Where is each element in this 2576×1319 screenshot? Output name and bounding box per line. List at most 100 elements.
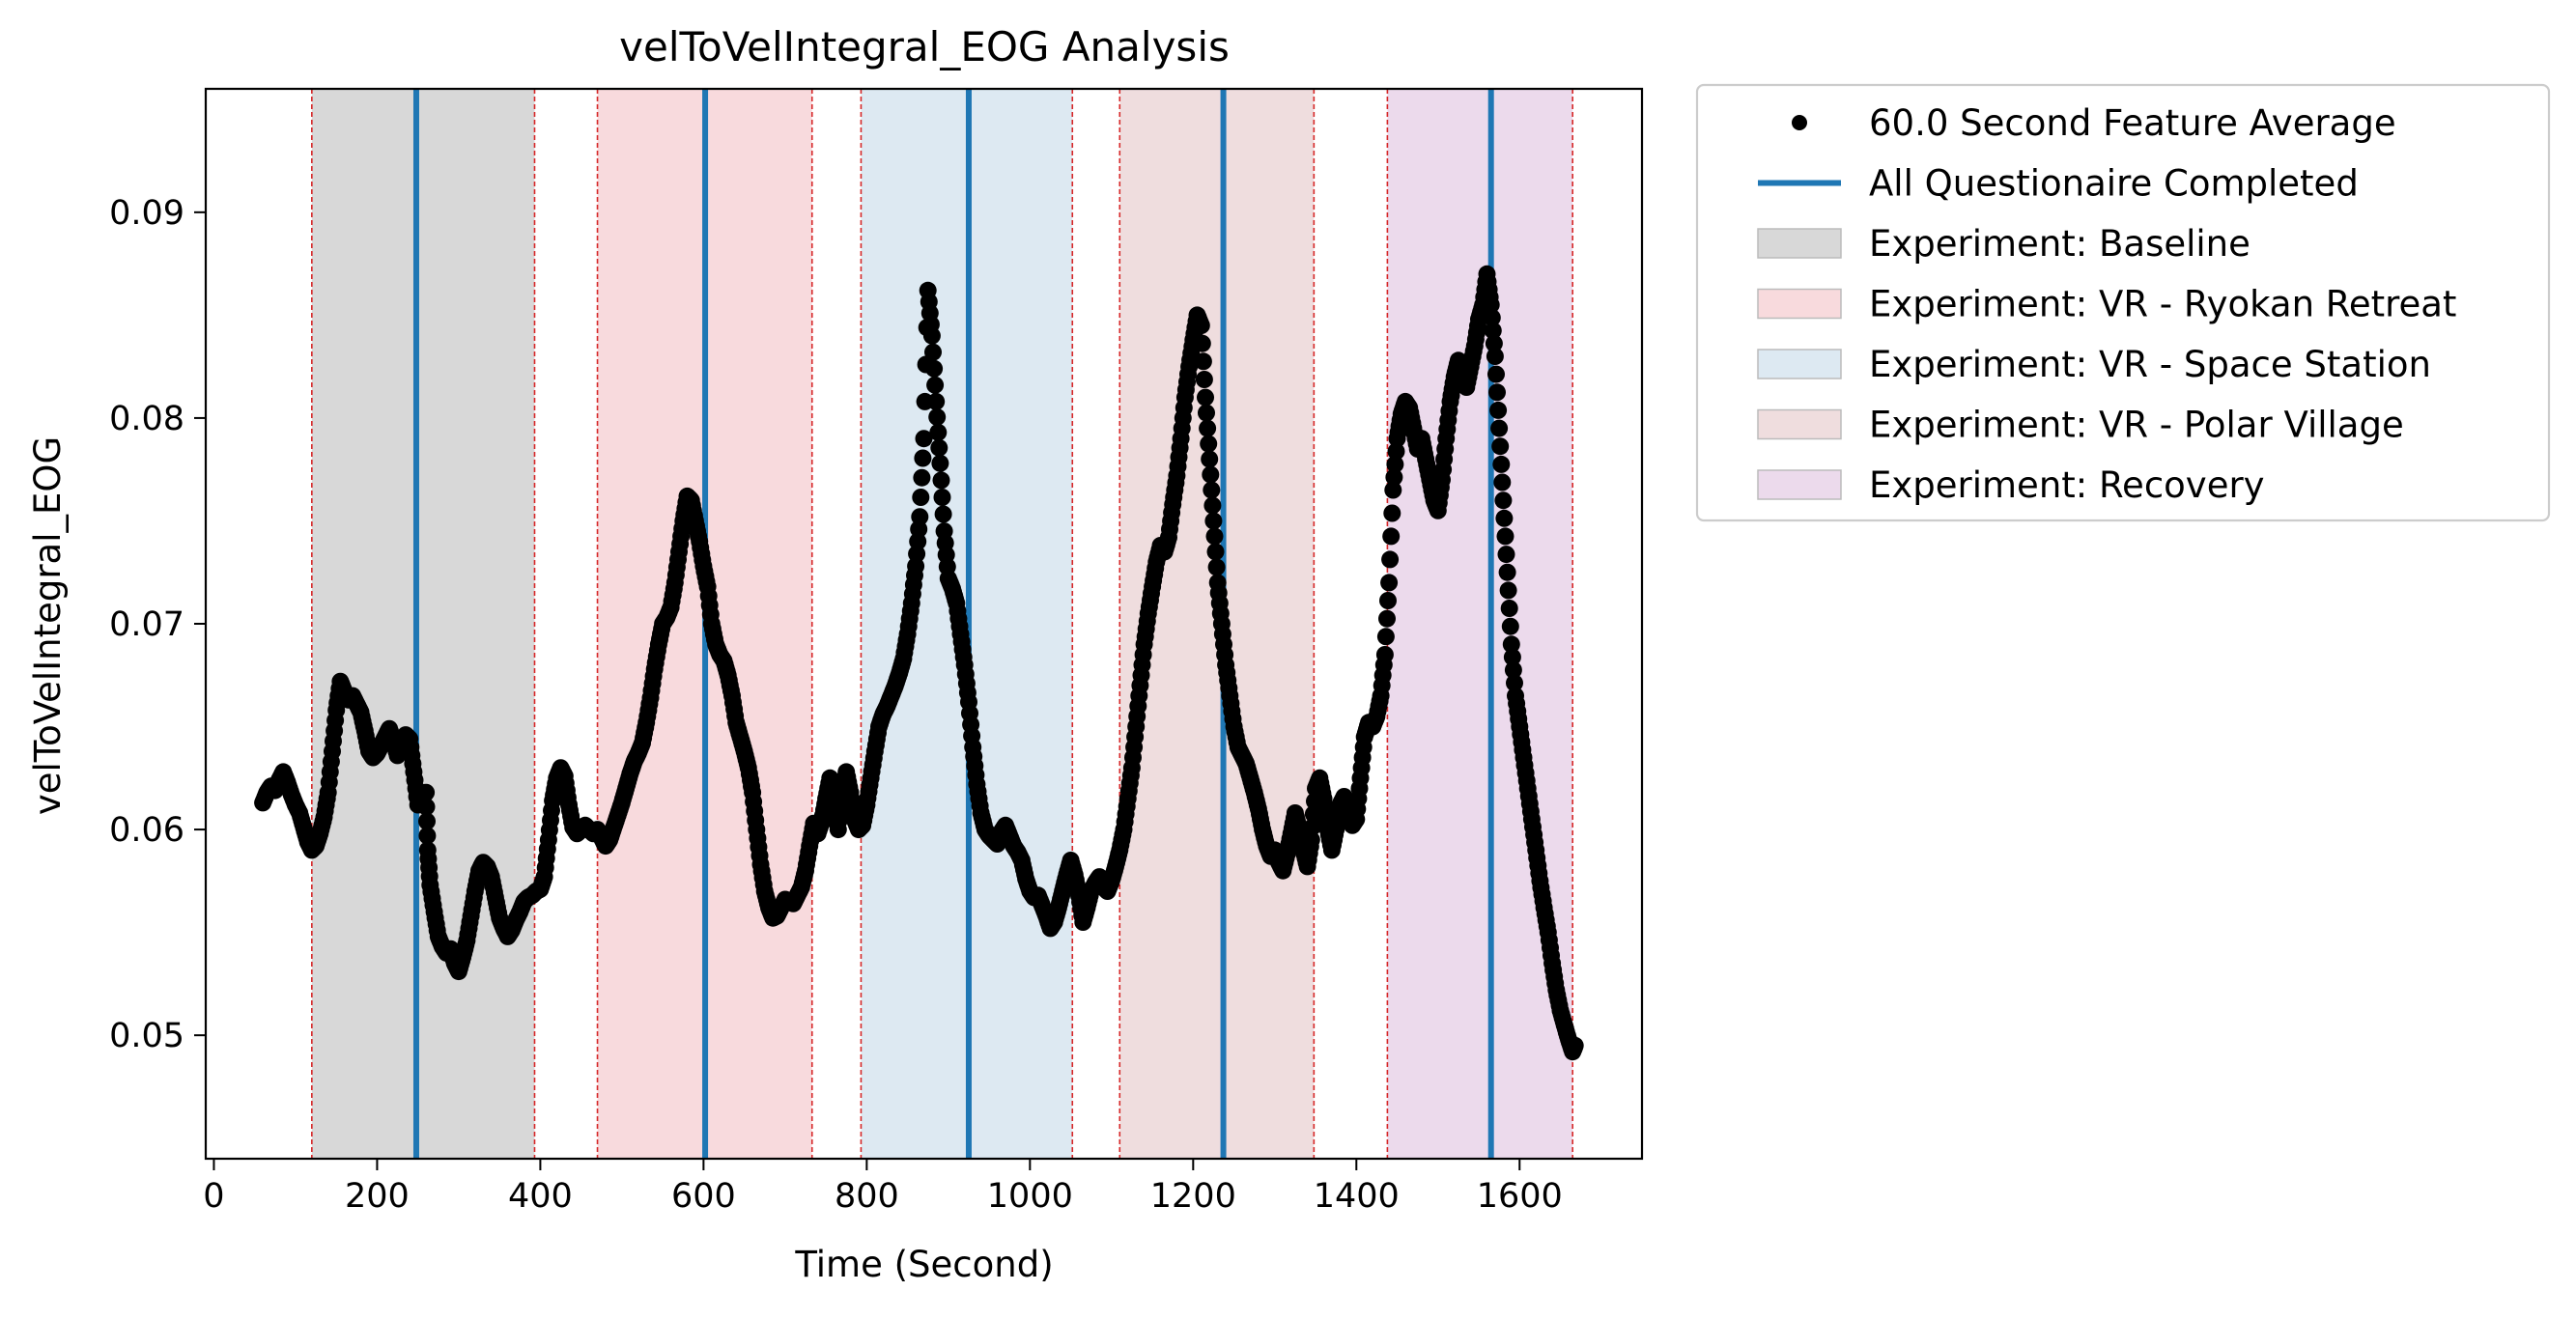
legend-label-6: Experiment: Recovery <box>1869 464 2265 506</box>
legend-label-4: Experiment: VR - Space Station <box>1869 344 2431 385</box>
legend-marker-point <box>1792 115 1807 130</box>
data-point <box>1497 546 1515 564</box>
data-point <box>418 812 436 830</box>
data-point <box>925 359 944 378</box>
data-point <box>1486 348 1504 365</box>
data-point <box>912 489 930 506</box>
legend-marker-patch <box>1757 349 1842 379</box>
data-point <box>1205 527 1224 546</box>
data-point <box>1489 401 1508 419</box>
data-point <box>928 407 947 426</box>
x-tick-label: 1200 <box>1150 1177 1236 1216</box>
chart-title: velToVelIntegral_EOG Analysis <box>619 23 1230 70</box>
data-point <box>1202 465 1220 484</box>
data-point <box>1493 473 1512 491</box>
data-point <box>1500 600 1518 617</box>
data-point <box>924 343 942 361</box>
data-point <box>1495 509 1514 527</box>
data-point <box>1200 435 1218 453</box>
data-point <box>931 454 949 472</box>
data-point <box>1503 648 1521 666</box>
data-point <box>1384 481 1402 499</box>
tick-marks: 0 200 400 600 800 1000 1200 1400 1600 0.05 0.06 0.0… <box>109 194 1563 1216</box>
data-point <box>1201 450 1219 468</box>
legend-marker-patch <box>1757 288 1842 320</box>
legend-box <box>1695 83 2551 522</box>
y-tick-label: 0.05 <box>109 1017 184 1055</box>
data-point <box>1197 388 1214 407</box>
data-point <box>1198 404 1215 422</box>
x-tick-label: 200 <box>345 1177 410 1216</box>
data-point <box>1483 309 1501 326</box>
data-point <box>1381 550 1400 569</box>
data-point <box>1499 581 1517 600</box>
y-tick-label: 0.07 <box>109 605 184 644</box>
legend-label-3: Experiment: VR - Ryokan Retreat <box>1869 284 2456 325</box>
data-point <box>930 438 948 457</box>
data-point <box>417 798 436 816</box>
data-point <box>1494 491 1513 510</box>
data-point <box>1302 830 1320 849</box>
data-point <box>1490 419 1509 437</box>
data-point <box>914 449 932 467</box>
y-tick-label: 0.08 <box>109 400 184 438</box>
data-point <box>1492 455 1511 473</box>
data-point <box>1303 818 1321 836</box>
data-point <box>1380 574 1399 592</box>
data-point <box>1378 609 1396 628</box>
x-tick-label: 400 <box>508 1177 573 1216</box>
y-tick-label: 0.09 <box>109 194 184 233</box>
data-point <box>1382 527 1401 546</box>
y-axis-label: velToVelIntegral_EOG <box>27 436 69 815</box>
legend-label-5: Experiment: VR - Polar Village <box>1869 405 2404 446</box>
data-point <box>1204 512 1223 530</box>
data-point <box>934 505 952 523</box>
legend-marker-patch <box>1757 469 1842 500</box>
legend-label-0: 60.0 Second Feature Average <box>1869 102 2396 144</box>
data-point <box>927 392 946 410</box>
data-point <box>926 376 945 394</box>
data-point <box>1502 635 1520 654</box>
data-point <box>1386 455 1404 473</box>
data-point <box>1192 317 1210 334</box>
data-point <box>1504 660 1522 679</box>
data-point <box>1385 468 1403 487</box>
legend: 60.0 Second Feature Average All Questiona… <box>1695 83 2551 522</box>
segment-band-0 <box>311 89 535 1159</box>
legend-marker-patch <box>1757 408 1842 440</box>
data-point <box>1484 322 1502 340</box>
data-point <box>1194 352 1212 371</box>
y-tick-label: 0.06 <box>109 811 184 850</box>
data-point <box>1482 295 1500 314</box>
data-point <box>1501 617 1519 635</box>
data-point <box>909 532 927 550</box>
data-point <box>922 326 941 345</box>
x-axis-label: Time (Second) <box>794 1244 1053 1285</box>
data-points <box>254 265 1584 1061</box>
data-point <box>1383 504 1401 522</box>
data-point <box>418 827 437 845</box>
data-point <box>1506 674 1523 692</box>
data-point <box>929 423 948 441</box>
data-point <box>1488 383 1506 402</box>
data-point <box>911 508 929 526</box>
data-point <box>1195 371 1213 388</box>
data-point <box>1203 496 1222 515</box>
data-point <box>1375 646 1394 663</box>
data-point <box>1376 628 1395 646</box>
legend-label-2: Experiment: Baseline <box>1869 223 2250 265</box>
data-point <box>1566 1036 1584 1054</box>
data-point <box>1498 563 1516 581</box>
data-point <box>1193 334 1211 352</box>
data-point <box>933 489 951 506</box>
x-tick-label: 600 <box>671 1177 736 1216</box>
x-tick-label: 800 <box>835 1177 899 1216</box>
data-point <box>417 783 436 801</box>
segment-band-4 <box>1387 89 1573 1159</box>
data-point <box>1487 365 1505 383</box>
data-point <box>1199 419 1217 437</box>
x-tick-label: 1600 <box>1477 1177 1563 1216</box>
data-point <box>1207 558 1226 576</box>
